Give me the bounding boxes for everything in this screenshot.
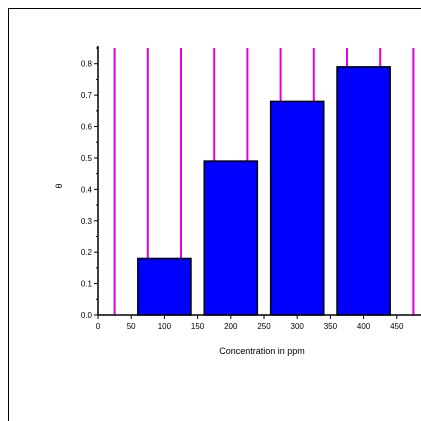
x-tick-label-9: 450 xyxy=(390,322,404,331)
bar-100 xyxy=(137,257,192,316)
x-tick-label-3: 150 xyxy=(191,322,205,331)
x-tick-label-6: 300 xyxy=(291,322,305,331)
x-tick-label-2: 100 xyxy=(158,322,172,331)
y-tick-label-7: 0.7 xyxy=(81,91,93,100)
x-axis-title: Concentration in ppm xyxy=(219,346,305,356)
bar-400 xyxy=(336,66,391,316)
axes xyxy=(94,46,421,319)
bars xyxy=(137,66,391,316)
x-tick-label-0: 0 xyxy=(96,322,101,331)
y-axis-title: θ xyxy=(54,183,64,188)
x-tick-label-7: 350 xyxy=(324,322,338,331)
y-tick-label-3: 0.3 xyxy=(81,217,93,226)
y-tick-label-4: 0.4 xyxy=(81,185,93,194)
x-tick-label-5: 250 xyxy=(257,322,271,331)
bar-300 xyxy=(269,100,325,316)
y-tick-label-2: 0.2 xyxy=(81,248,93,257)
x-tick-label-4: 200 xyxy=(224,322,238,331)
y-tick-label-1: 0.1 xyxy=(81,280,93,289)
x-tick-label-1: 50 xyxy=(127,322,136,331)
y-tick-label-5: 0.5 xyxy=(81,154,93,163)
y-tick-label-8: 0.8 xyxy=(81,60,93,69)
tick-labels: 0.0 0.1 0.2 0.3 0.4 0.5 0.6 0.7 0.8 0 50 100 150 200 2… xyxy=(81,60,404,331)
bar-200 xyxy=(203,160,259,316)
y-tick-label-6: 0.6 xyxy=(81,123,93,132)
y-tick-label-0: 0.0 xyxy=(81,311,93,320)
x-tick-label-8: 400 xyxy=(357,322,371,331)
